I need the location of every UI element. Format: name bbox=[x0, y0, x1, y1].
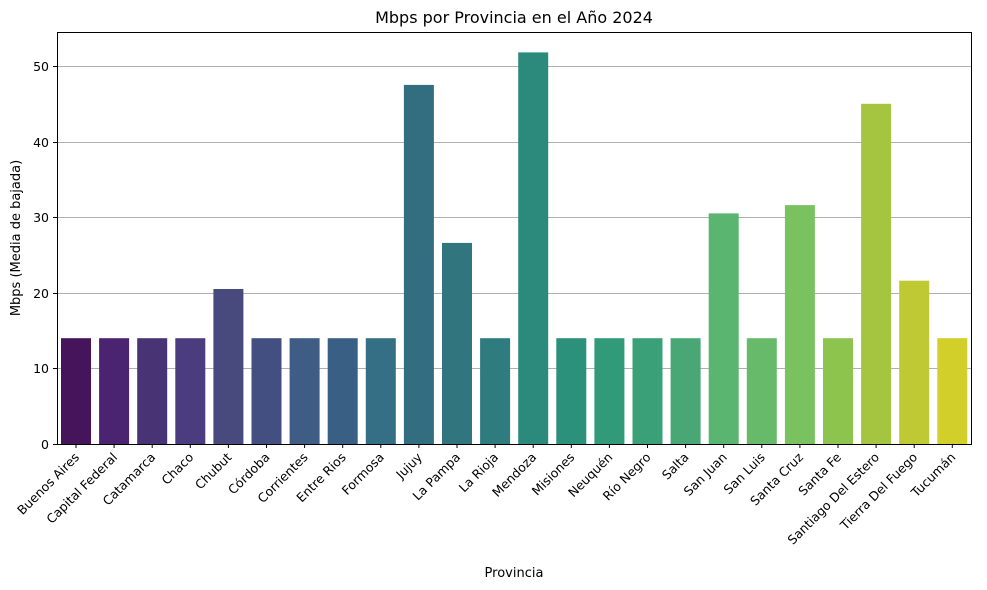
y-tick-label: 40 bbox=[33, 135, 49, 150]
bar bbox=[746, 338, 777, 444]
x-tick-label: Chaco bbox=[158, 450, 196, 488]
bar bbox=[784, 205, 815, 444]
y-tick-label: 0 bbox=[41, 437, 49, 452]
bar bbox=[251, 338, 282, 444]
bar bbox=[442, 242, 472, 444]
bar bbox=[861, 103, 892, 445]
bar bbox=[213, 289, 244, 444]
y-axis-label: Mbps (Media de bajada) bbox=[9, 160, 24, 316]
chart-title: Mbps por Provincia en el Año 2024 bbox=[375, 8, 653, 27]
bar bbox=[670, 338, 701, 444]
bar bbox=[137, 338, 168, 444]
bar bbox=[175, 338, 206, 444]
bar bbox=[61, 338, 91, 444]
bar bbox=[99, 338, 130, 444]
x-axis-label: Provincia bbox=[485, 566, 544, 581]
bar bbox=[289, 338, 320, 444]
bar bbox=[556, 338, 587, 444]
bar bbox=[365, 338, 396, 444]
x-tick-label: Jujuy bbox=[392, 449, 425, 482]
bar bbox=[518, 52, 549, 445]
bar bbox=[594, 338, 625, 444]
plot-frame bbox=[57, 32, 972, 445]
y-tick-label: 50 bbox=[33, 59, 49, 74]
bar bbox=[899, 280, 930, 444]
y-axis-ticks: 0 10 20 30 40 50 bbox=[33, 59, 57, 452]
y-tick-label: 10 bbox=[33, 361, 49, 376]
bar bbox=[403, 84, 434, 445]
x-tick-label: Salta bbox=[659, 450, 692, 483]
bar bbox=[480, 338, 511, 444]
x-tick-label: Formosa bbox=[339, 450, 387, 498]
y-tick-label: 20 bbox=[33, 286, 49, 301]
bar bbox=[937, 338, 968, 444]
bars bbox=[61, 52, 968, 445]
y-tick-label: 30 bbox=[33, 210, 49, 225]
bar bbox=[708, 213, 739, 444]
bar bbox=[632, 338, 663, 444]
bar bbox=[823, 338, 853, 444]
bar bbox=[327, 338, 358, 444]
gridlines bbox=[57, 66, 971, 369]
